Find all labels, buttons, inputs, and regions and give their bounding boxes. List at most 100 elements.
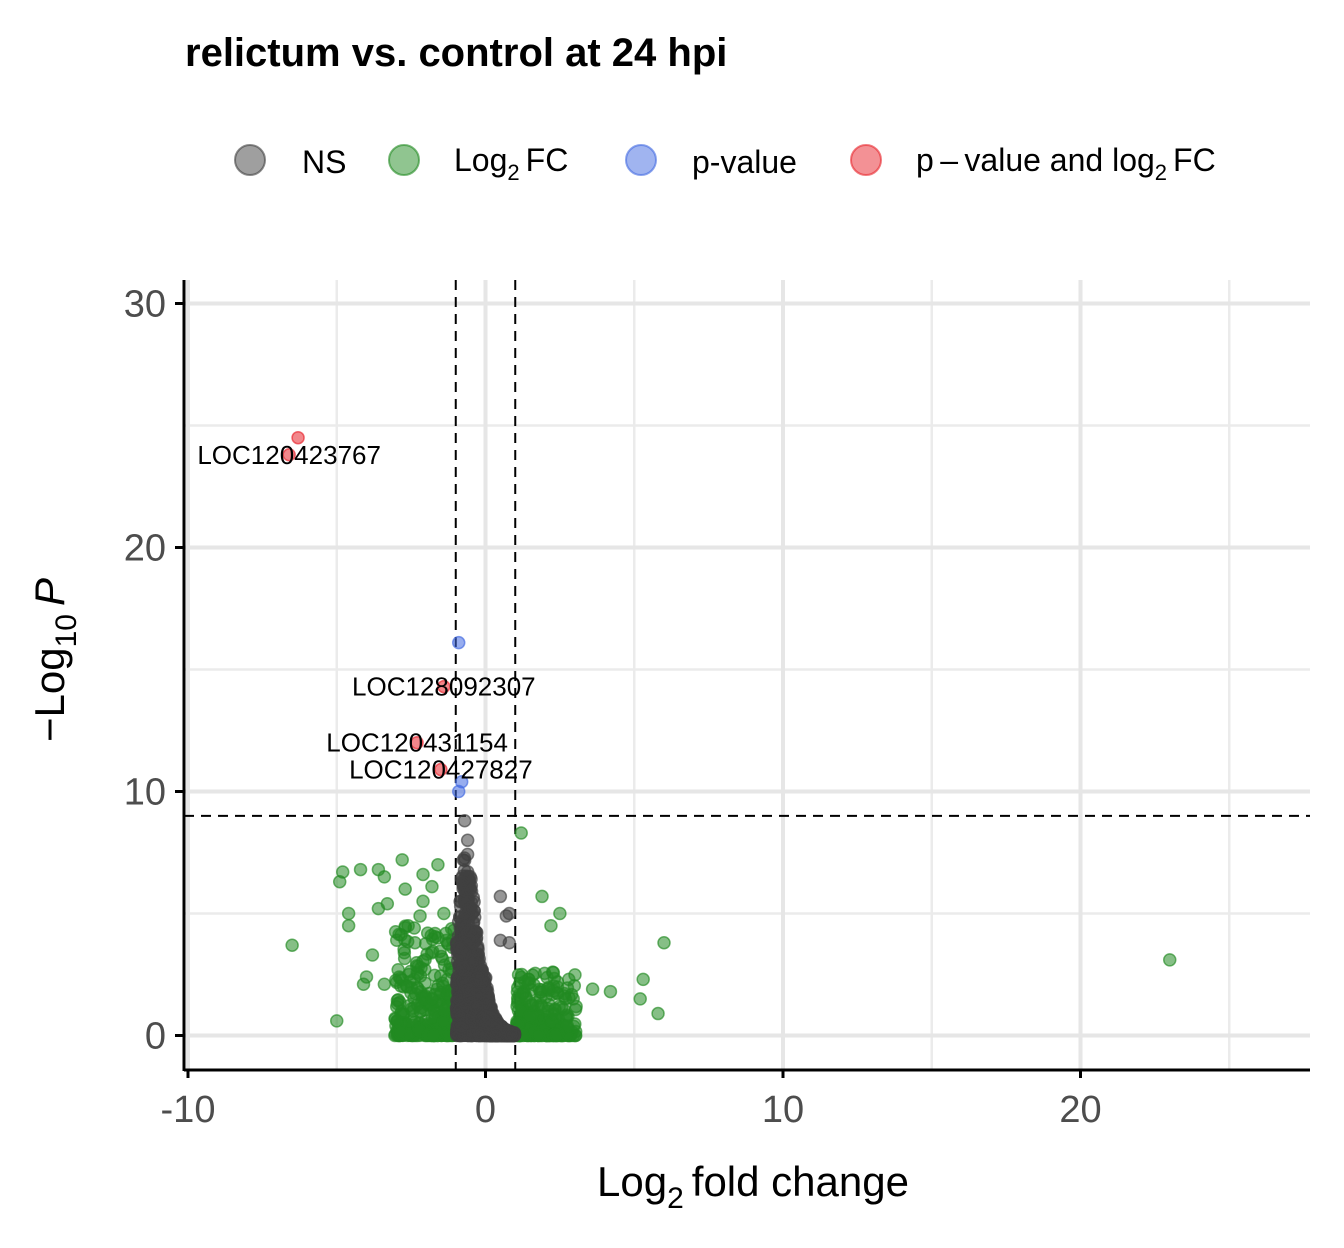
point-fc (431, 857, 445, 872)
y-tick-label: 10 (124, 772, 166, 814)
point-fc (633, 992, 647, 1006)
point-fc (332, 875, 347, 889)
legend-item-fc: Log2 FC (388, 142, 568, 185)
point-fc (437, 1003, 452, 1018)
point-ns (493, 889, 508, 904)
point-fc (356, 977, 371, 992)
point-fc (425, 991, 439, 1006)
point-fc (535, 999, 549, 1014)
x-tick-label: 20 (1059, 1089, 1101, 1131)
point-fc (557, 989, 571, 1003)
point-ns (460, 833, 475, 848)
point-ns (481, 998, 495, 1013)
point-fc (636, 972, 650, 987)
point-fc (651, 1006, 665, 1021)
x-axis-title-text: fold change (692, 1158, 909, 1205)
point-fc (392, 970, 406, 984)
legend-key-both (850, 144, 882, 176)
point-fc (560, 1019, 575, 1033)
y-tick-label: 0 (145, 1016, 166, 1058)
point-fc (330, 1014, 344, 1028)
x-tick-label: 10 (762, 1089, 804, 1131)
point-both (282, 448, 296, 462)
point-fc (425, 879, 439, 894)
point-ns (456, 873, 471, 887)
legend-item-both: p – value and log2 FC (850, 142, 1216, 185)
point-pv (451, 635, 466, 650)
point-fc (540, 982, 555, 996)
point-fc (285, 938, 299, 952)
point-fc (377, 870, 392, 884)
point-fc (416, 894, 430, 909)
point-fc (514, 826, 528, 840)
y-axis-title-text: P (26, 578, 73, 606)
legend-item-ns: NS (234, 144, 346, 180)
legend-label-fc: FC (526, 142, 569, 178)
gene-label: LOC128092307 (352, 672, 536, 702)
gene-label: LOC120423767 (197, 440, 381, 470)
point-fc (413, 1005, 427, 1019)
point-fc (549, 1028, 563, 1043)
y-tick-label: 20 (124, 528, 166, 570)
point-fc (377, 977, 392, 992)
point-fc (522, 1009, 537, 1023)
point-fc (562, 972, 576, 987)
x-tick-label: 0 (475, 1089, 496, 1131)
point-both (434, 762, 448, 777)
point-ns (478, 1016, 493, 1031)
point-fc (380, 896, 395, 911)
point-ns (474, 974, 489, 988)
point-fc (585, 982, 600, 996)
point-fc (341, 918, 356, 933)
point-ns (457, 814, 472, 828)
point-fc (413, 909, 427, 923)
legend-label-both-head: p – value and log (916, 142, 1155, 178)
point-fc (511, 968, 526, 982)
point-fc (392, 1025, 407, 1040)
point-fc (1163, 953, 1177, 967)
point-fc (427, 1028, 441, 1043)
point-fc (425, 1010, 440, 1024)
point-fc (403, 964, 418, 979)
legend-label-ns: NS (302, 144, 346, 180)
point-both (437, 679, 451, 694)
point-fc (657, 936, 671, 950)
point-fc (437, 906, 451, 921)
gene-label: LOC120431154 (326, 728, 508, 758)
point-ns (452, 991, 466, 1005)
point-fc (399, 979, 414, 993)
legend-key-ns (234, 144, 266, 176)
x-axis-title: Log2 fold change (597, 1158, 909, 1215)
legend-label-fc-log: Log2 FC (454, 142, 568, 185)
point-fc (416, 867, 430, 882)
point-fc (401, 918, 415, 933)
point-fc (431, 931, 445, 945)
point-fc (547, 971, 562, 986)
point-fc (395, 853, 409, 867)
point-fc (353, 862, 368, 877)
y-axis-ticks: 0 10 20 30 (124, 284, 184, 1058)
legend-key-fc (388, 144, 420, 176)
legend-label-both-tail: FC (1173, 142, 1216, 178)
y-tick-label: 30 (124, 284, 166, 326)
point-fc (425, 944, 440, 959)
legend: NS Log2 FC p-value p – value and log2 FC (234, 142, 1216, 185)
x-tick-label: -10 (161, 1089, 216, 1131)
point-ns (453, 1021, 468, 1036)
point-both (410, 735, 424, 750)
point-fc (365, 948, 380, 962)
data-points (282, 430, 1177, 1043)
gene-labels: LOC120423767 LOC128092307 LOC120431154LOC1… (197, 440, 535, 785)
legend-label-pvalue: p-value (692, 144, 797, 180)
gene-label: LOC120427827 (349, 755, 533, 785)
point-ns (458, 946, 472, 961)
point-ns (502, 936, 517, 950)
point-both (291, 430, 305, 445)
cutoff-lines (184, 280, 1310, 1070)
point-ns (456, 961, 470, 976)
y-axis-title: −Log10P (26, 578, 83, 742)
point-ns (457, 917, 472, 932)
point-ns (504, 1028, 519, 1043)
point-fc (535, 889, 549, 904)
